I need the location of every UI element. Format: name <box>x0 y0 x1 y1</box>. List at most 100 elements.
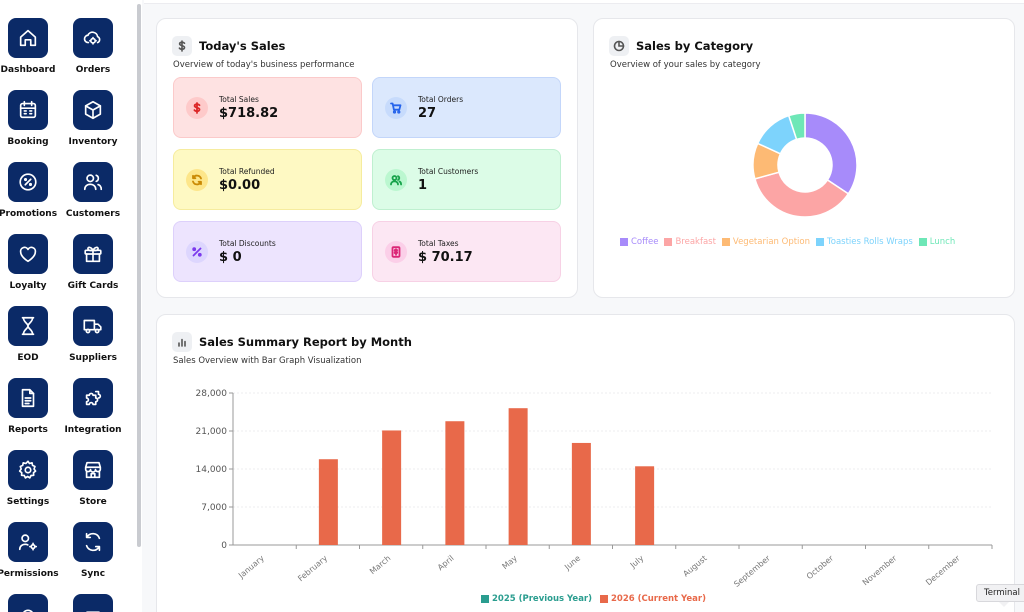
calendar-icon <box>8 90 48 130</box>
percent-icon <box>186 241 208 263</box>
heart-icon <box>8 234 48 274</box>
legend-item-lunch[interactable]: Lunch <box>918 237 955 247</box>
total-customers-tile: Total Customers 1 <box>372 149 561 210</box>
sidebar-item-label: Reports <box>8 425 48 435</box>
legend-item-2025-previous-year[interactable]: 2025 (Previous Year) <box>481 594 592 604</box>
category-donut-chart <box>752 112 858 218</box>
sales-by-category-header: Sales by Category <box>609 36 753 56</box>
bar-current-february[interactable] <box>318 459 338 545</box>
bar-current-march[interactable] <box>382 430 402 545</box>
pie-chart-icon <box>609 36 629 56</box>
sidebar-scrollbar[interactable] <box>137 4 141 547</box>
card-icon <box>73 594 113 612</box>
sales-summary-header: Sales Summary Report by Month <box>172 332 412 352</box>
sidebar-item-label: EOD <box>17 353 39 363</box>
x-tick-label: April <box>436 554 456 573</box>
legend-swatch <box>664 238 673 246</box>
sidebar-item-partial[interactable] <box>60 594 126 612</box>
y-tick-label: 28,000 <box>196 389 228 399</box>
legend-item-toasties-rolls-wraps[interactable]: Toasties Rolls Wraps <box>816 237 913 247</box>
legend-item-vegetarian-option[interactable]: Vegetarian Option <box>721 237 810 247</box>
legend-label: 2026 (Current Year) <box>611 594 706 604</box>
total-refunded-value: $0.00 <box>219 178 261 193</box>
top-bar <box>144 0 1024 4</box>
sidebar-item-label: Customers <box>65 209 121 219</box>
users-icon <box>385 169 407 191</box>
todays-sales-title: Today's Sales <box>199 39 286 53</box>
legend-item-2026-current-year[interactable]: 2026 (Current Year) <box>600 594 706 604</box>
bar-current-june[interactable] <box>571 442 591 545</box>
sidebar-item-label: Inventory <box>68 137 118 147</box>
donut-slice-coffee[interactable] <box>804 112 858 195</box>
x-tick-label: August <box>681 554 708 579</box>
sidebar-item-suppliers[interactable]: Suppliers <box>60 306 126 363</box>
donut-slice-breakfast[interactable] <box>753 171 850 218</box>
dollar-icon <box>186 97 208 119</box>
document-icon <box>8 378 48 418</box>
total-taxes-value: $ 70.17 <box>418 250 473 265</box>
sidebar-item-promotions[interactable]: Promotions <box>0 162 61 219</box>
legend-item-breakfast[interactable]: Breakfast <box>664 237 716 247</box>
sidebar-item-permissions[interactable]: Permissions <box>0 522 61 579</box>
legend-label: Coffee <box>631 237 659 247</box>
x-tick-label: January <box>236 553 266 580</box>
category-legend: Coffee Breakfast Vegetarian Option Toasties… <box>620 237 961 247</box>
legend-swatch <box>721 238 730 246</box>
sidebar-item-store[interactable]: Store <box>60 450 126 507</box>
sidebar-item-booking[interactable]: Booking <box>0 90 61 147</box>
y-tick-label: 7,000 <box>201 503 227 513</box>
sidebar-item-gift-cards[interactable]: Gift Cards <box>60 234 126 291</box>
terminal-tab[interactable]: Terminal <box>976 584 1024 607</box>
home-icon <box>8 18 48 58</box>
sidebar-item-label: Promotions <box>0 209 58 219</box>
sidebar-item-sync[interactable]: Sync <box>60 522 126 579</box>
bar-current-july[interactable] <box>635 466 655 545</box>
total-discounts-value: $ 0 <box>219 250 242 265</box>
legend-swatch <box>918 238 927 246</box>
legend-label: Vegetarian Option <box>732 237 810 247</box>
sidebar-item-reports[interactable]: Reports <box>0 378 61 435</box>
bar-current-may[interactable] <box>508 408 528 545</box>
sidebar-item-label: Permissions <box>0 569 59 579</box>
sidebar-item-inventory[interactable]: Inventory <box>60 90 126 147</box>
sidebar-item-settings[interactable]: Settings <box>0 450 61 507</box>
total-sales-tile: Total Sales $718.82 <box>173 77 362 138</box>
gear-icon <box>8 450 48 490</box>
circle-icon <box>8 594 48 612</box>
users-icon <box>73 162 113 202</box>
total-customers-value: 1 <box>418 178 428 193</box>
refund-icon <box>186 169 208 191</box>
sidebar-item-eod[interactable]: EOD <box>0 306 61 363</box>
sidebar-item-integration[interactable]: Integration <box>60 378 126 435</box>
sidebar-item-dashboard[interactable]: Dashboard <box>0 18 61 75</box>
monthly-sales-bar-chart: 0 7,000 14,000 21,000 28,000 January February M… <box>196 389 993 589</box>
todays-sales-subtitle: Overview of today's business performance <box>173 60 355 70</box>
orders-icon <box>73 18 113 58</box>
sidebar-item-orders[interactable]: Orders <box>60 18 126 75</box>
bar-chart-legend: 2025 (Previous Year) 2026 (Current Year) <box>481 594 714 604</box>
total-sales-value: $718.82 <box>219 106 279 121</box>
bar-current-april[interactable] <box>445 421 465 545</box>
truck-icon <box>73 306 113 346</box>
dollar-icon <box>172 36 192 56</box>
legend-label: Breakfast <box>675 237 716 247</box>
sales-summary-subtitle: Sales Overview with Bar Graph Visualizat… <box>173 356 362 366</box>
sidebar-item-label: Settings <box>6 497 50 507</box>
sidebar-item-loyalty[interactable]: Loyalty <box>0 234 61 291</box>
total-discounts-label: Total Discounts <box>219 239 276 248</box>
todays-sales-card: Today's Sales Overview of today's busine… <box>156 18 578 298</box>
sidebar-item-customers[interactable]: Customers <box>60 162 126 219</box>
sidebar-item-label: Gift Cards <box>67 281 119 291</box>
promotion-icon <box>8 162 48 202</box>
total-discounts-tile: Total Discounts $ 0 <box>173 221 362 282</box>
sidebar-item-label: Booking <box>7 137 49 147</box>
gift-icon <box>73 234 113 274</box>
legend-swatch <box>481 595 489 603</box>
sidebar-item-partial[interactable] <box>0 594 61 612</box>
donut-slice-lunch[interactable] <box>787 112 806 141</box>
box-icon <box>73 90 113 130</box>
total-refunded-label: Total Refunded <box>219 167 275 176</box>
legend-item-coffee[interactable]: Coffee <box>620 237 658 247</box>
total-sales-label: Total Sales <box>219 95 259 104</box>
